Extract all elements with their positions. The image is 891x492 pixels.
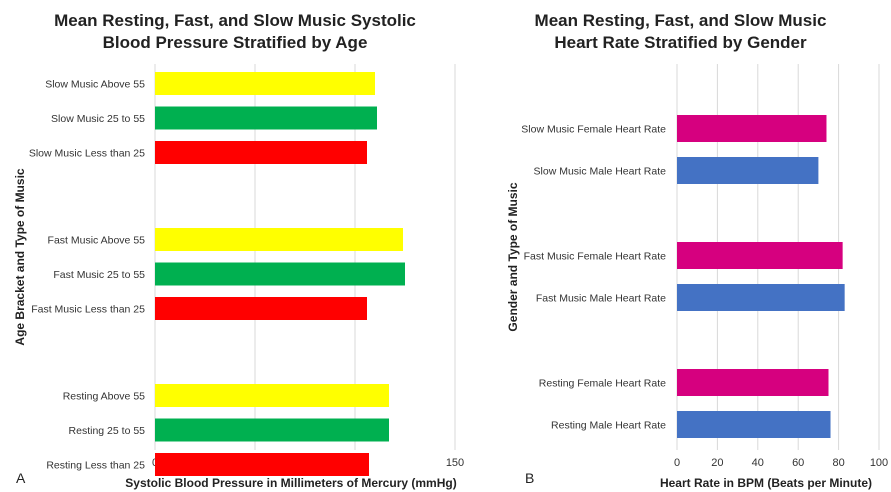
category-label: Resting Above 55 <box>63 391 145 403</box>
chart-b-plot: 0 20 40 60 80 100 Slow Music Female Heart Rate… <box>506 64 888 490</box>
bar <box>155 262 405 286</box>
chart-panel-a: Mean Resting, Fast, and Slow Music Systo… <box>0 10 470 490</box>
chart-a-title: Mean Resting, Fast, and Slow Music Systo… <box>0 10 470 54</box>
bar <box>155 418 389 442</box>
bar <box>155 297 367 320</box>
bar <box>677 242 843 269</box>
bar <box>155 141 367 164</box>
y-axis-title: Age Bracket and Type of Music <box>13 168 27 345</box>
category-label: Slow Music Above 55 <box>45 79 145 91</box>
x-tick-label: 0 <box>674 457 680 469</box>
chart-panel-b: Mean Resting, Fast, and Slow Music Heart… <box>470 0 891 492</box>
y-axis-title: Gender and Type of Music <box>506 182 520 331</box>
category-label: Slow Music 25 to 55 <box>51 113 145 125</box>
category-label: Resting Female Heart Rate <box>539 378 666 390</box>
chart-a-title-line-1: Mean Resting, Fast, and Slow Music Systo… <box>54 11 416 30</box>
x-tick-label: 60 <box>792 457 804 469</box>
chart-b-title-line-1: Mean Resting, Fast, and Slow Music <box>534 11 827 30</box>
chart-b-title: Mean Resting, Fast, and Slow Music Heart… <box>470 10 891 54</box>
panel-label-a: A <box>16 470 26 486</box>
x-axis-title: Heart Rate in BPM (Beats per Minute) <box>660 476 872 490</box>
x-axis-title: Systolic Blood Pressure in Millimeters o… <box>125 476 456 490</box>
x-tick-label: 80 <box>832 457 844 469</box>
category-label: Fast Music Male Heart Rate <box>536 293 666 305</box>
bar <box>677 411 831 438</box>
bar <box>155 228 403 251</box>
category-label: Resting Male Heart Rate <box>551 420 666 432</box>
category-label: Resting Less than 25 <box>46 460 145 472</box>
x-tick-label: 20 <box>711 457 723 469</box>
category-label: Slow Music Female Heart Rate <box>521 124 666 136</box>
category-label: Resting 25 to 55 <box>69 425 146 437</box>
bar <box>155 384 389 407</box>
category-label: Fast Music Less than 25 <box>31 304 145 316</box>
x-tick-label: 150 <box>446 457 464 469</box>
bar <box>155 453 369 476</box>
bar <box>155 106 377 130</box>
bar <box>155 72 375 95</box>
chart-a-title-line-2: Blood Pressure Stratified by Age <box>102 33 368 52</box>
bar <box>677 115 827 142</box>
category-label: Slow Music Less than 25 <box>29 148 145 160</box>
category-label: Fast Music Female Heart Rate <box>524 251 667 263</box>
panel-label-b: B <box>525 470 535 486</box>
x-tick-label: 40 <box>752 457 764 469</box>
category-label: Fast Music Above 55 <box>48 235 146 247</box>
bar <box>677 369 829 396</box>
x-tick-label: 100 <box>870 457 888 469</box>
chart-b-title-line-2: Heart Rate Stratified by Gender <box>554 33 807 52</box>
bar <box>677 157 819 184</box>
category-label: Fast Music 25 to 55 <box>53 269 145 281</box>
category-label: Slow Music Male Heart Rate <box>534 166 667 178</box>
bar <box>677 284 845 311</box>
